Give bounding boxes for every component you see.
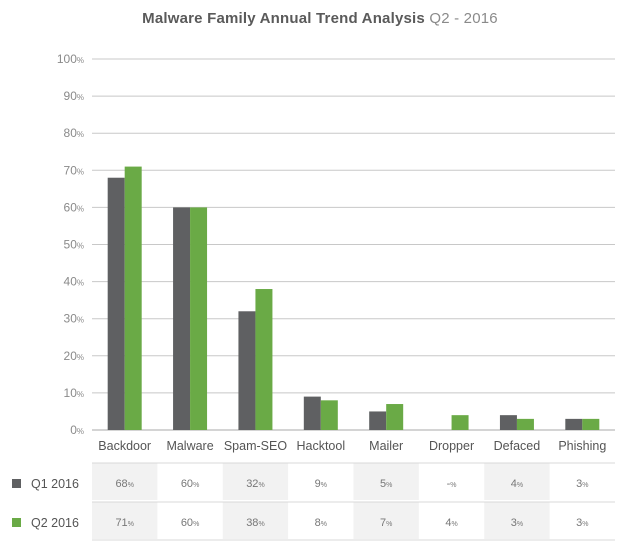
- bar-q1-defaced: [499, 415, 517, 430]
- y-tick-label: 0%: [70, 423, 84, 437]
- table-cell-bg: [92, 502, 158, 539]
- table-cell-value: -%: [447, 478, 457, 490]
- bar-q2-phishing: [582, 418, 600, 430]
- bar-q2-dropper: [451, 415, 469, 430]
- y-tick-label: 80%: [64, 126, 84, 140]
- x-tick-label: Dropper: [429, 439, 474, 453]
- x-tick-label: Backdoor: [98, 439, 151, 453]
- table-cell-value: 68%: [115, 478, 133, 490]
- y-tick-label: 70%: [64, 163, 84, 177]
- x-tick-label: Spam-SEO: [224, 439, 287, 453]
- bar-q1-backdoor: [107, 177, 125, 430]
- table-cell-value: 60%: [181, 517, 199, 529]
- table-cell-bg: [222, 502, 289, 539]
- y-tick-label: 10%: [64, 386, 84, 400]
- bar-q2-backdoor: [124, 166, 142, 430]
- table-cell-value: 8%: [315, 517, 327, 529]
- x-tick-label: Phishing: [558, 439, 606, 453]
- bar-q1-mailer: [369, 411, 387, 430]
- table-cell-bg: [222, 463, 289, 500]
- x-tick-label: Mailer: [369, 439, 403, 453]
- y-tick-label: 30%: [64, 312, 84, 326]
- chart-subtitle: Q2 - 2016: [429, 10, 498, 27]
- table-cell-value: 4%: [445, 517, 457, 529]
- bar-q2-malware: [190, 207, 208, 430]
- bar-q1-malware: [173, 207, 191, 430]
- legend-label: Q1 2016: [31, 477, 79, 491]
- bar-q2-spam-seo: [255, 289, 273, 430]
- bar-q1-phishing: [565, 418, 583, 430]
- chart-title: Malware Family Annual Trend Analysis Q2 …: [0, 10, 640, 27]
- y-tick-label: 90%: [64, 89, 84, 103]
- table-cell-value: 3%: [576, 478, 588, 490]
- y-tick-label: 40%: [64, 275, 84, 289]
- legend-swatch: [12, 518, 21, 527]
- table-cell-bg: [92, 463, 158, 500]
- table-cell-value: 60%: [181, 478, 199, 490]
- bar-q1-hacktool: [303, 396, 321, 430]
- bar-q2-hacktool: [320, 400, 338, 430]
- table-cell-value: 7%: [380, 517, 392, 529]
- table-cell-value: 3%: [576, 517, 588, 529]
- y-tick-label: 50%: [64, 238, 84, 252]
- chart-title-main: Malware Family Annual Trend Analysis: [142, 10, 425, 27]
- table-cell-bg: [353, 502, 419, 539]
- x-tick-label: Hacktool: [296, 439, 345, 453]
- legend-swatch: [12, 479, 21, 488]
- table-cell-value: 5%: [380, 478, 392, 490]
- y-tick-label: 100%: [57, 52, 84, 66]
- y-tick-label: 60%: [64, 200, 84, 214]
- x-tick-label: Defaced: [494, 439, 541, 453]
- table-cell-value: 38%: [246, 517, 264, 529]
- bar-q2-mailer: [386, 404, 404, 430]
- table-cell-bg: [484, 463, 550, 500]
- x-tick-label: Malware: [166, 439, 213, 453]
- table-cell-bg: [484, 502, 550, 539]
- legend-label: Q2 2016: [31, 516, 79, 530]
- table-cell-value: 71%: [115, 517, 133, 529]
- bar-q1-spam-seo: [238, 311, 256, 430]
- table-cell-value: 32%: [246, 478, 264, 490]
- table-cell-value: 3%: [511, 517, 523, 529]
- table-cell-bg: [353, 463, 419, 500]
- table-cell-value: 4%: [511, 478, 523, 490]
- table-cell-value: 9%: [315, 478, 327, 490]
- bar-q2-defaced: [516, 418, 534, 430]
- y-tick-label: 20%: [64, 349, 84, 363]
